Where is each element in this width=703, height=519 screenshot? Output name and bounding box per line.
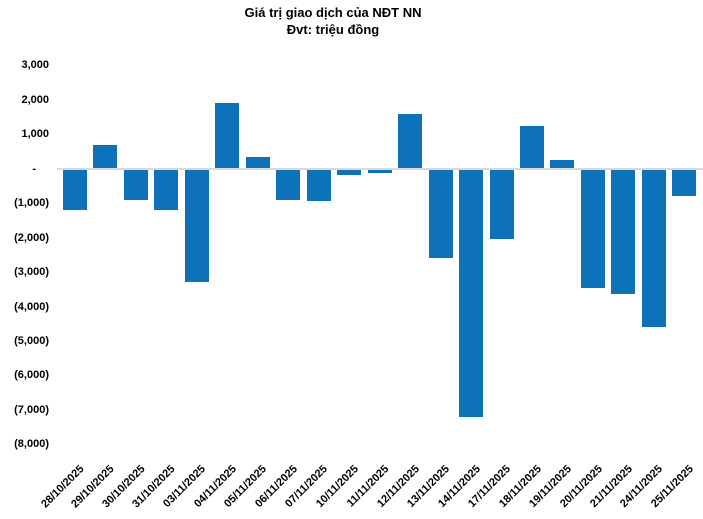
- y-axis-tick-label: (8,000): [14, 438, 49, 451]
- y-axis-tick-label: (1,000): [14, 197, 49, 210]
- bar-10/11/2025[interactable]: [337, 168, 362, 175]
- chart-subtitle: Đvt: triệu đồng: [286, 22, 380, 37]
- bar-18/11/2025[interactable]: [520, 125, 544, 169]
- y-axis-tick-label: (7,000): [14, 403, 49, 416]
- bar-30/10/2025[interactable]: [123, 168, 148, 200]
- bar-21/11/2025[interactable]: [611, 168, 636, 295]
- bar-13/11/2025[interactable]: [428, 168, 453, 259]
- bar-20/11/2025[interactable]: [580, 168, 605, 288]
- y-axis-tick-label: (4,000): [14, 300, 49, 313]
- y-axis-tick-label: (3,000): [14, 266, 49, 279]
- zero-axis-line: [57, 167, 703, 170]
- y-axis-tick-label: 2,000: [21, 93, 49, 106]
- bar-25/11/2025[interactable]: [672, 168, 697, 197]
- bar-24/11/2025[interactable]: [641, 168, 666, 328]
- bar-07/11/2025[interactable]: [306, 168, 331, 202]
- bar-17/11/2025[interactable]: [489, 168, 514, 240]
- bar-11/11/2025[interactable]: [367, 168, 392, 174]
- y-axis-tick-label: 1,000: [21, 128, 49, 141]
- bar-12/11/2025[interactable]: [398, 113, 423, 169]
- chart-title: Giá trị giao dịch của NĐT NN: [244, 5, 422, 20]
- bar-03/11/2025[interactable]: [184, 168, 209, 283]
- bar-19/11/2025[interactable]: [550, 160, 575, 169]
- bar-14/11/2025[interactable]: [459, 168, 484, 417]
- y-axis-tick-label: (6,000): [14, 369, 49, 382]
- y-axis-tick-label: 3,000: [21, 59, 49, 72]
- bar-31/10/2025[interactable]: [154, 168, 179, 211]
- bar-29/10/2025[interactable]: [93, 144, 118, 169]
- y-axis-tick-label: (2,000): [14, 231, 49, 244]
- bar-06/11/2025[interactable]: [276, 168, 301, 200]
- y-axis-tick-label: -: [32, 162, 36, 175]
- y-axis-tick-label: (5,000): [14, 334, 49, 347]
- chart-header: Giá trị giao dịch của NĐT NN Đvt: triệu …: [0, 4, 666, 38]
- bar-04/11/2025[interactable]: [215, 103, 240, 169]
- bar-28/10/2025[interactable]: [62, 168, 87, 211]
- bar-05/11/2025[interactable]: [245, 156, 270, 169]
